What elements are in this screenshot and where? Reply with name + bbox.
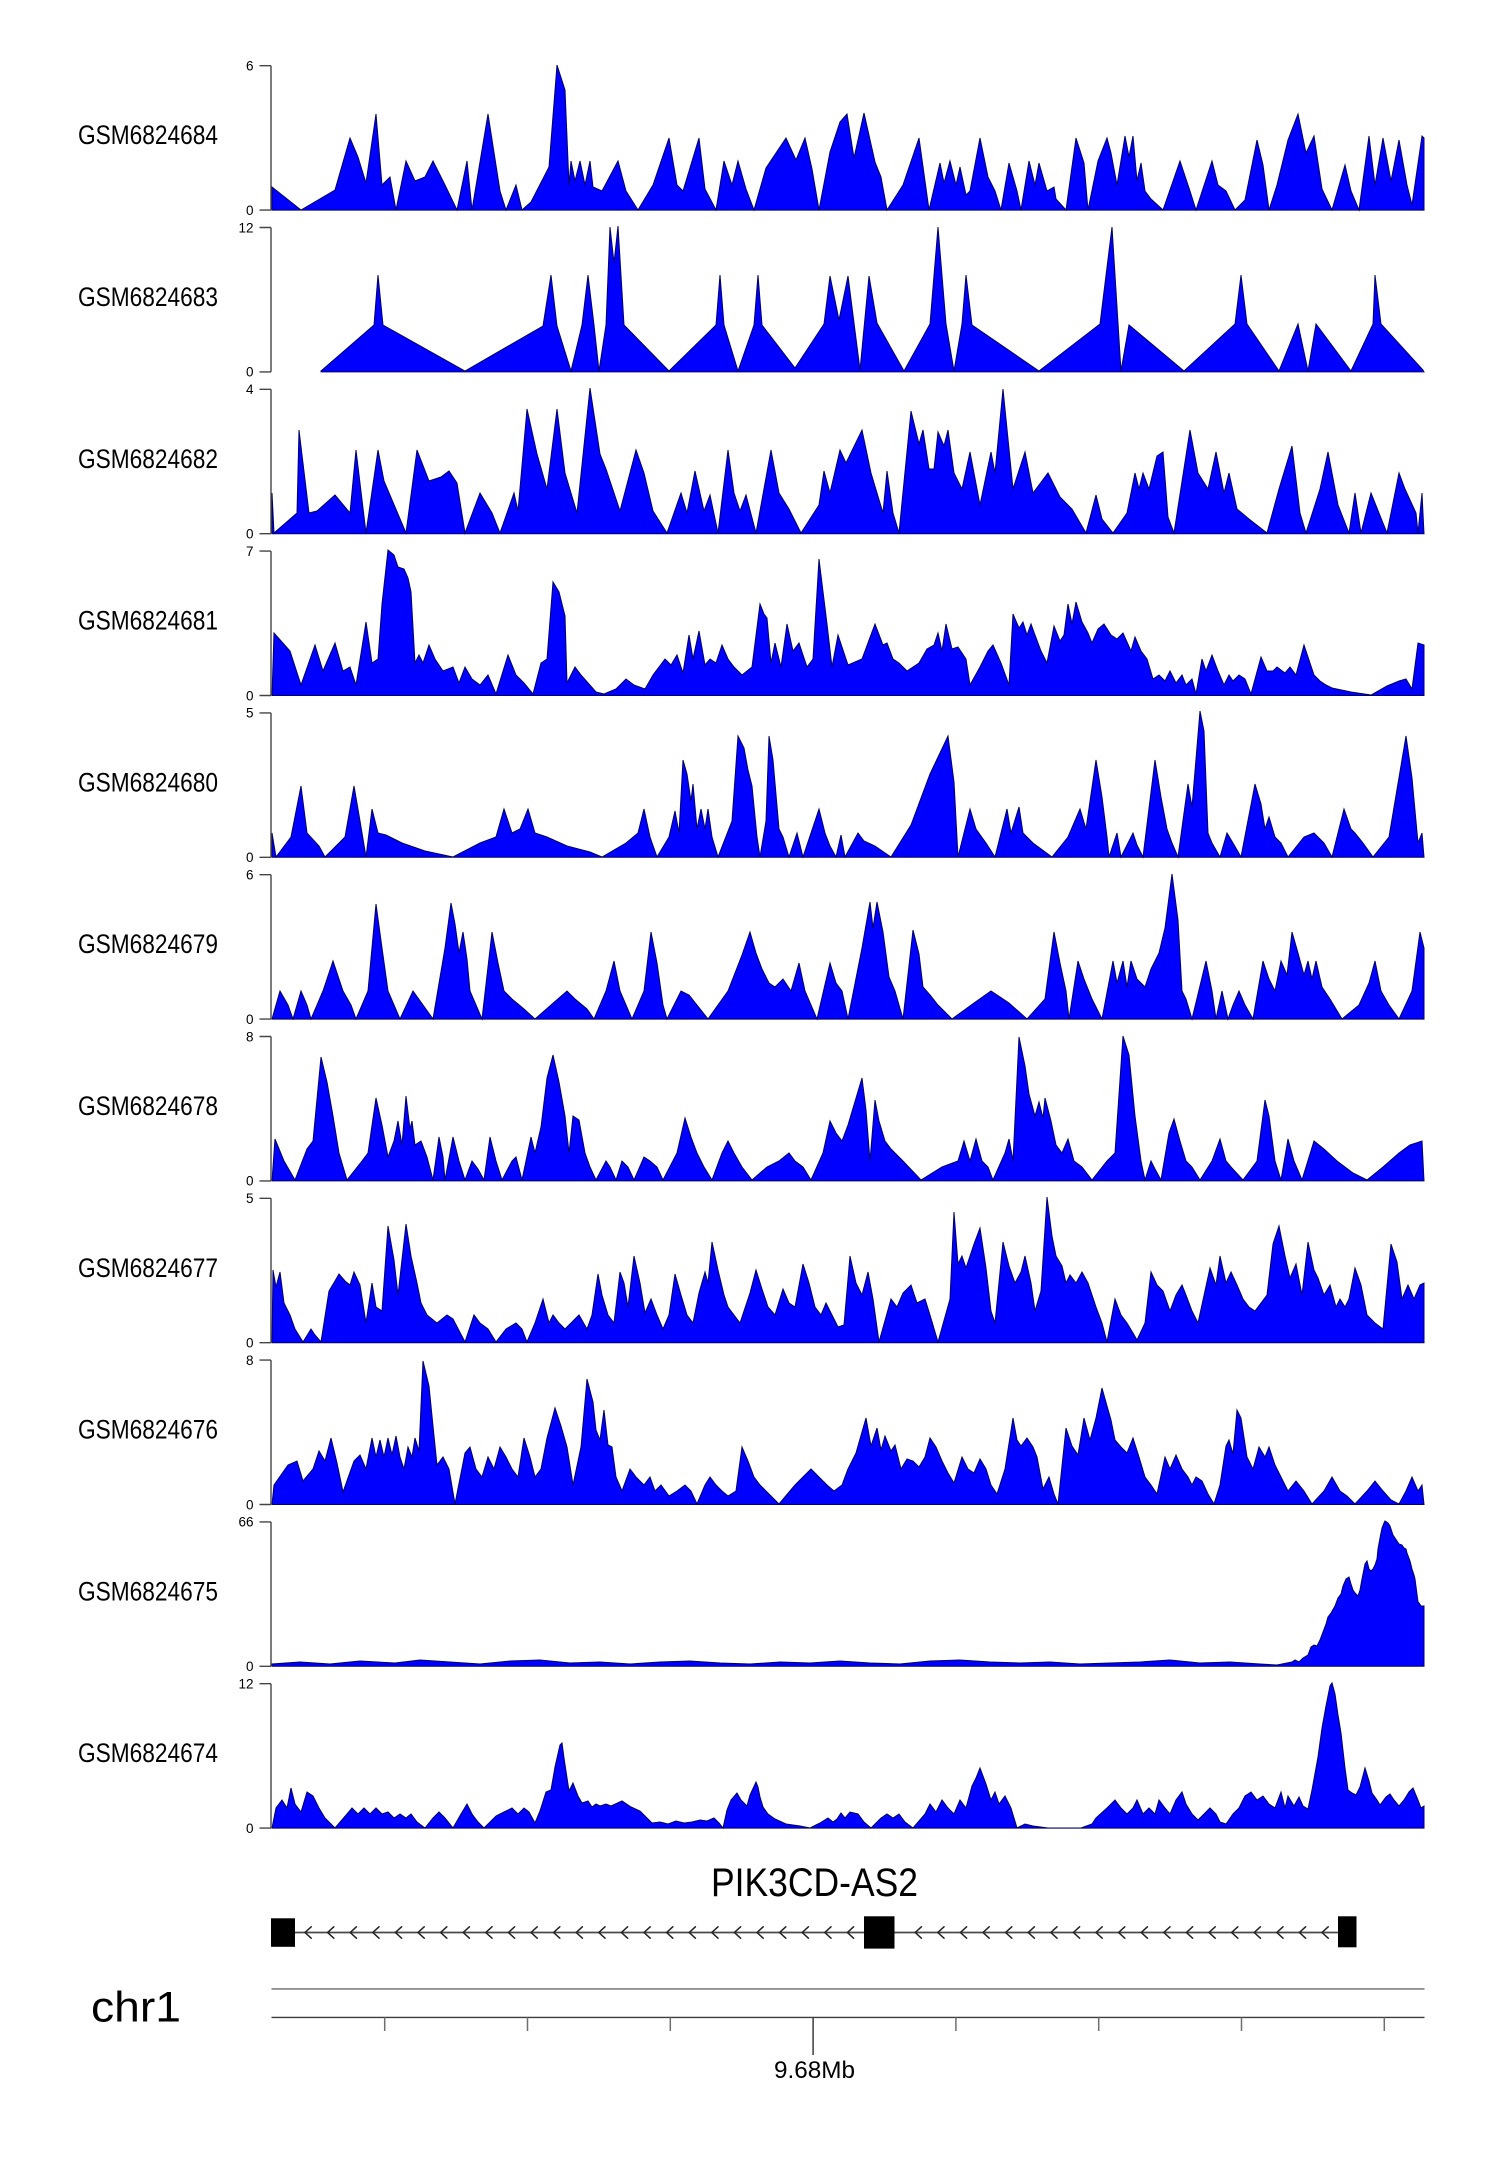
svg-text:66: 66	[238, 1515, 253, 1530]
svg-text:0: 0	[246, 365, 254, 380]
svg-text:0: 0	[246, 1336, 254, 1351]
svg-text:5: 5	[246, 706, 254, 721]
svg-text:6: 6	[246, 59, 254, 74]
svg-text:0: 0	[246, 1659, 254, 1674]
svg-text:PIK3CD-AS2: PIK3CD-AS2	[711, 1861, 918, 1905]
svg-text:GSM6824681: GSM6824681	[78, 606, 218, 636]
svg-text:GSM6824674: GSM6824674	[78, 1738, 218, 1768]
svg-text:8: 8	[246, 1353, 254, 1368]
svg-text:GSM6824679: GSM6824679	[78, 929, 218, 959]
svg-text:9.68Mb: 9.68Mb	[774, 2057, 855, 2084]
svg-text:0: 0	[246, 527, 254, 542]
svg-text:0: 0	[246, 1012, 254, 1027]
svg-text:0: 0	[246, 850, 254, 865]
svg-text:GSM6824677: GSM6824677	[78, 1253, 218, 1283]
svg-text:GSM6824682: GSM6824682	[78, 444, 218, 474]
svg-text:chr1: chr1	[91, 1984, 181, 2032]
svg-text:0: 0	[246, 688, 254, 703]
svg-text:GSM6824684: GSM6824684	[78, 120, 218, 150]
svg-text:0: 0	[246, 1821, 254, 1836]
svg-text:GSM6824676: GSM6824676	[78, 1415, 218, 1445]
svg-text:GSM6824680: GSM6824680	[78, 767, 218, 797]
svg-text:0: 0	[246, 203, 254, 218]
svg-text:12: 12	[238, 220, 253, 235]
svg-text:8: 8	[246, 1029, 254, 1044]
svg-text:GSM6824678: GSM6824678	[78, 1091, 218, 1121]
svg-text:7: 7	[246, 544, 254, 559]
svg-text:4: 4	[246, 382, 254, 397]
svg-text:0: 0	[246, 1174, 254, 1189]
svg-text:GSM6824675: GSM6824675	[78, 1576, 218, 1606]
svg-text:GSM6824683: GSM6824683	[78, 282, 218, 312]
svg-text:6: 6	[246, 868, 254, 883]
svg-text:5: 5	[246, 1191, 254, 1206]
svg-text:12: 12	[238, 1677, 253, 1692]
svg-text:0: 0	[246, 1497, 254, 1512]
